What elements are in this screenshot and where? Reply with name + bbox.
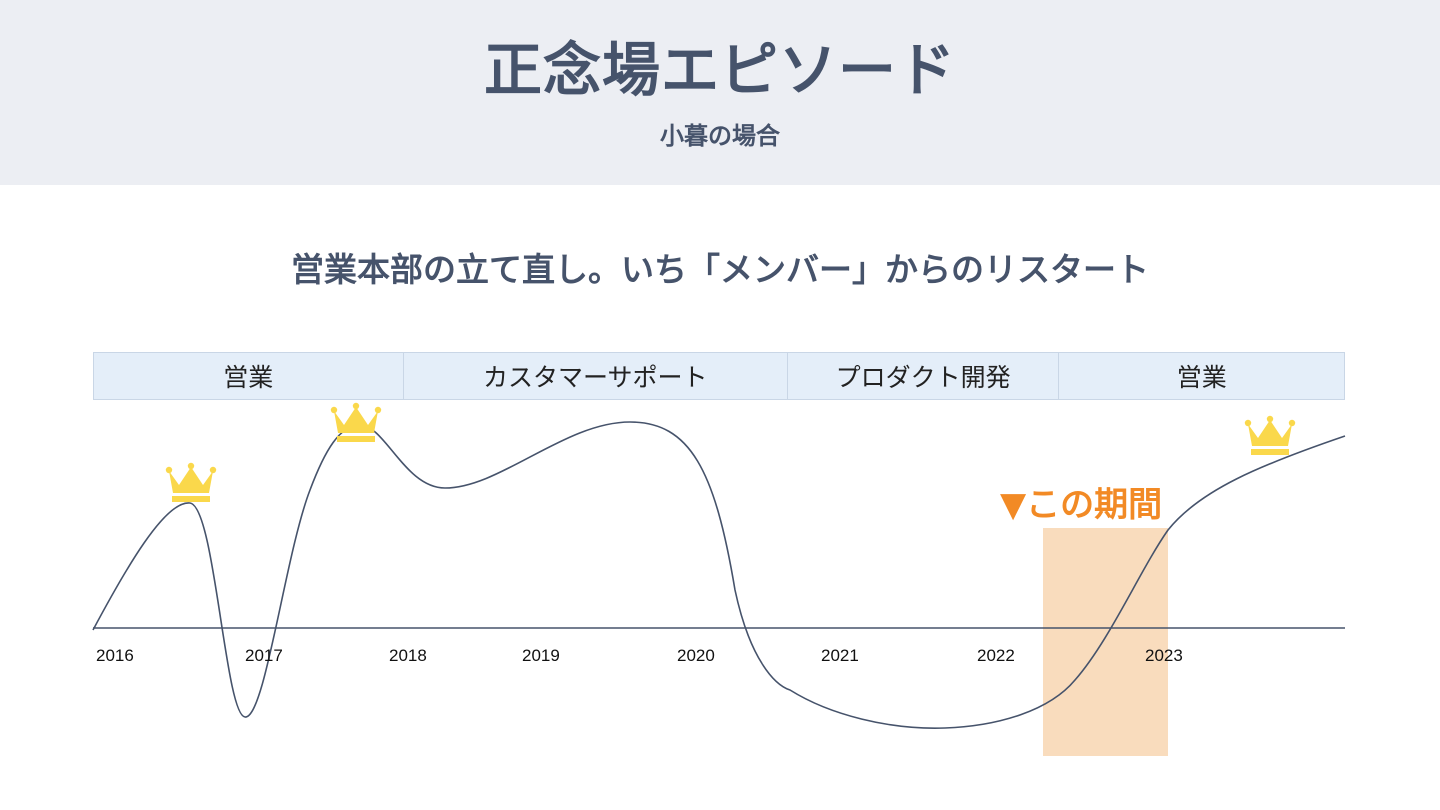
phase-sales-1: 営業 xyxy=(94,353,404,399)
phase-bar: 営業 カスタマーサポート プロダクト開発 営業 xyxy=(93,352,1345,400)
x-tick-label: 2020 xyxy=(677,646,715,665)
x-tick-label: 2022 xyxy=(977,646,1015,665)
x-tick-label: 2018 xyxy=(389,646,427,665)
crown-icon xyxy=(165,462,217,502)
phase-sales-2: 営業 xyxy=(1176,363,1227,392)
headline: 営業本部の立て直し。いち「メンバー」からのリスタート xyxy=(291,250,1149,289)
crown-icon xyxy=(330,402,382,442)
page-title: 正念場エピソード xyxy=(483,36,956,104)
page-subtitle: 小暮の場合 xyxy=(660,122,780,150)
highlight-period xyxy=(1043,528,1168,756)
header: 正念場エピソード 小暮の場合 xyxy=(0,0,1440,185)
career-curve xyxy=(92,421,1346,729)
x-tick-label: 2021 xyxy=(821,646,859,665)
period-callout: ▼この期間 xyxy=(1000,485,1163,525)
x-tick-label: 2023 xyxy=(1145,646,1183,665)
x-tick-label: 2016 xyxy=(96,646,134,665)
phase-product-development: プロダクト開発 xyxy=(788,353,1060,399)
crown-icon xyxy=(1244,415,1296,455)
phase-customer-support: カスタマーサポート xyxy=(404,353,788,399)
x-tick-label: 2017 xyxy=(245,646,283,665)
x-tick-label: 2019 xyxy=(522,646,560,665)
